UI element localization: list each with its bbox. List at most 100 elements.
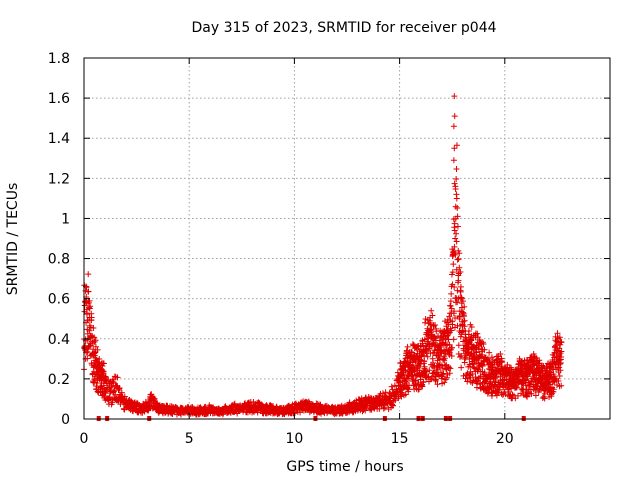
data-point xyxy=(473,348,480,355)
data-point xyxy=(470,364,477,371)
data-point xyxy=(425,373,432,380)
data-point xyxy=(468,323,475,330)
data-point xyxy=(469,379,476,386)
y-tick-label: 0.6 xyxy=(48,292,70,308)
data-point xyxy=(457,283,464,290)
data-point xyxy=(430,359,437,366)
data-point xyxy=(451,308,458,315)
data-point xyxy=(110,388,117,395)
data-point xyxy=(412,357,419,364)
data-point xyxy=(88,314,95,321)
data-point xyxy=(450,157,457,164)
data-point xyxy=(467,350,474,357)
data-point xyxy=(481,369,488,376)
data-point xyxy=(94,346,101,353)
data-point xyxy=(451,284,458,291)
data-point xyxy=(416,386,423,393)
data-point xyxy=(514,392,521,399)
data-point xyxy=(461,323,468,330)
data-point xyxy=(513,384,520,391)
data-point xyxy=(532,392,539,399)
data-point xyxy=(461,317,468,324)
data-point xyxy=(84,355,91,362)
y-tick-label: 1 xyxy=(61,211,70,227)
x-axis-label: GPS time / hours xyxy=(286,459,403,475)
data-point xyxy=(446,370,453,377)
data-point xyxy=(555,377,562,384)
data-point xyxy=(429,312,436,319)
data-point xyxy=(476,375,483,382)
data-point xyxy=(420,378,427,385)
data-point xyxy=(461,359,468,366)
data-point xyxy=(99,368,106,375)
data-point xyxy=(509,391,516,398)
data-point xyxy=(92,337,99,344)
data-point xyxy=(479,362,486,369)
data-point xyxy=(557,367,564,374)
data-point xyxy=(488,354,495,361)
data-point xyxy=(451,220,458,227)
data-point xyxy=(87,324,94,331)
data-point xyxy=(434,381,441,388)
data-point xyxy=(484,355,491,362)
data-point xyxy=(465,327,472,334)
data-point xyxy=(558,339,565,346)
data-point xyxy=(451,113,458,120)
data-point xyxy=(452,251,459,258)
data-point xyxy=(388,383,395,390)
data-point xyxy=(450,123,457,130)
data-point xyxy=(448,353,455,360)
data-point xyxy=(550,386,557,393)
data-point xyxy=(110,379,117,386)
data-point xyxy=(453,175,460,182)
data-point xyxy=(90,325,97,332)
data-point xyxy=(475,334,482,341)
data-points xyxy=(81,93,565,418)
axis-ticks: 0 5 10 15 20 0 0.2 0.4 0.6 0.8 1 1.2 1.4 1.6 1.8 xyxy=(48,51,610,447)
y-tick-label: 1.6 xyxy=(48,91,70,107)
data-point xyxy=(556,364,563,371)
data-point xyxy=(531,375,538,382)
data-point xyxy=(502,391,509,398)
data-point xyxy=(414,364,421,371)
data-point xyxy=(425,338,432,345)
data-point xyxy=(462,354,469,361)
data-point xyxy=(453,142,460,149)
data-point xyxy=(457,353,464,360)
data-point xyxy=(451,145,458,152)
data-point xyxy=(85,271,92,278)
data-point xyxy=(447,298,454,305)
x-tick-label: 0 xyxy=(80,431,89,447)
data-point xyxy=(452,314,459,321)
data-point xyxy=(91,334,98,341)
data-point xyxy=(439,373,446,380)
data-point xyxy=(496,386,503,393)
data-point xyxy=(421,358,428,365)
x-tick-label: 5 xyxy=(185,431,194,447)
data-point xyxy=(380,405,387,412)
data-point xyxy=(469,371,476,378)
data-point xyxy=(450,261,457,268)
data-point xyxy=(451,227,458,234)
data-point xyxy=(456,314,463,321)
data-point xyxy=(417,360,424,367)
data-point xyxy=(96,356,103,363)
data-point xyxy=(499,358,506,365)
data-point xyxy=(403,347,410,354)
data-point xyxy=(415,386,422,393)
data-point xyxy=(398,393,405,400)
data-point xyxy=(381,404,388,411)
data-point xyxy=(446,313,453,320)
data-point xyxy=(395,395,402,402)
data-point xyxy=(100,368,107,375)
plot-frame xyxy=(83,57,611,420)
data-point xyxy=(454,204,461,211)
data-point xyxy=(558,382,565,389)
data-point xyxy=(448,327,455,334)
data-point xyxy=(431,347,438,354)
data-point xyxy=(100,360,107,367)
data-point xyxy=(556,345,563,352)
data-point xyxy=(404,343,411,350)
data-point xyxy=(558,348,565,355)
